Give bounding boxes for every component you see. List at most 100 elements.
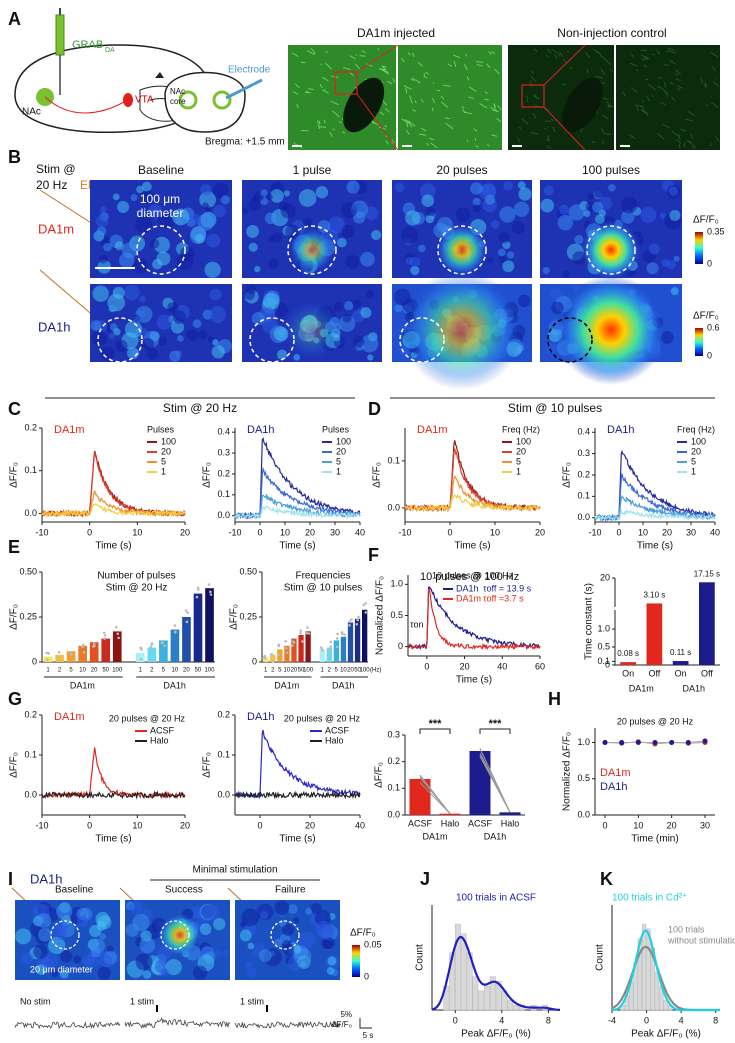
plot-title: 10 pulses @ 100 Hz <box>420 571 519 583</box>
heat-speckle <box>305 907 313 915</box>
zoom-box <box>334 71 358 95</box>
colorbar <box>352 945 360 977</box>
roi <box>287 225 337 275</box>
fiber <box>379 67 382 70</box>
heat-response <box>158 913 202 957</box>
fiber <box>379 111 385 116</box>
fiber <box>463 111 473 115</box>
fiber <box>685 118 693 122</box>
heat-speckle <box>497 248 506 257</box>
fiber <box>651 94 654 97</box>
zoom-box <box>521 84 545 108</box>
heat-speckle <box>133 316 141 324</box>
dot <box>306 626 309 629</box>
fiber <box>405 121 409 128</box>
colorbar-tick: 0 <box>707 350 712 360</box>
heat-speckle <box>490 220 500 229</box>
dot <box>320 648 324 652</box>
fiber <box>680 128 687 132</box>
fiber <box>657 132 665 140</box>
heat-speckle <box>190 906 203 919</box>
fiber <box>600 68 606 75</box>
legend-label: 1 <box>336 466 341 476</box>
heat-speckle <box>513 201 530 217</box>
nac-label: NAc <box>22 107 41 118</box>
heat-speckle <box>209 288 222 301</box>
heat-speckle <box>410 265 420 276</box>
x-tick-label: 5 <box>69 668 73 674</box>
fiber <box>476 64 483 67</box>
x-tick-label: 10 <box>633 820 643 830</box>
dot <box>348 620 352 623</box>
tau-label: τoff = 13.9 s <box>483 583 532 593</box>
heat-speckle <box>156 314 173 330</box>
fiber <box>657 85 663 89</box>
heat-speckle <box>550 288 562 300</box>
y-axis-label: ΔF/F₀ <box>374 762 385 788</box>
plot-title: 100 trials <box>668 924 705 934</box>
colorbar <box>695 232 703 264</box>
heat-speckle <box>425 206 436 217</box>
x-tick-label: 30 <box>330 527 340 537</box>
bar <box>170 629 180 662</box>
fiber <box>690 133 694 139</box>
fiber <box>305 90 309 93</box>
bar <box>347 622 354 662</box>
y-axis-label: Count <box>595 944 606 971</box>
column-title: 1 pulse <box>293 163 332 177</box>
fiber <box>475 145 480 148</box>
dot <box>104 634 107 637</box>
heat-speckle <box>298 931 315 949</box>
heat-speckle <box>371 229 382 241</box>
plot-title: DA1h <box>247 424 275 436</box>
vta-label: VTA <box>135 95 154 106</box>
panel-label: F <box>368 545 379 565</box>
heat-speckle <box>213 204 226 218</box>
dot <box>336 632 339 636</box>
micrograph <box>398 45 502 150</box>
fiber <box>491 109 498 113</box>
ventricle <box>561 77 603 133</box>
dot <box>350 618 353 621</box>
fiber <box>452 54 461 59</box>
dot <box>305 631 309 635</box>
bar <box>159 640 168 662</box>
heat-speckle <box>90 320 102 331</box>
heat-speckle <box>246 284 257 295</box>
y-tick-label: 20 <box>600 572 610 582</box>
fiber <box>635 104 643 108</box>
x-tick-label: 100 <box>204 668 215 674</box>
dot <box>348 624 351 627</box>
fiber <box>473 128 478 132</box>
fiber <box>692 146 697 149</box>
legend-label: 1 <box>161 466 166 476</box>
legend-label: DA1m <box>456 593 481 603</box>
bar <box>340 636 347 662</box>
y-tick-label: 0.50 <box>239 566 257 576</box>
point <box>619 740 625 745</box>
dot <box>307 632 311 635</box>
legend-label: 100 <box>336 436 351 446</box>
heat-speckle <box>211 345 225 359</box>
heat-speckle <box>202 202 209 210</box>
fiber <box>530 70 534 75</box>
fiber <box>543 127 547 130</box>
y-tick-label: 0.1 <box>24 749 37 759</box>
dot <box>173 630 177 634</box>
heat-speckle <box>194 233 205 244</box>
fiber <box>486 63 491 69</box>
legend-label: 100 <box>516 436 531 446</box>
heat-speckle <box>112 193 120 201</box>
fiber <box>444 117 451 120</box>
heat-speckle <box>103 242 112 252</box>
x-tick-label: 40 <box>497 661 507 671</box>
fiber <box>558 51 564 57</box>
legend-label: 5 <box>691 456 696 466</box>
bar <box>182 617 191 662</box>
fiber <box>430 142 438 149</box>
x-tick-label: 20 <box>305 527 315 537</box>
fiber <box>386 80 393 85</box>
fiber <box>349 55 356 60</box>
y-axis-label: ΔF/F₀ <box>9 604 20 630</box>
legend-label: 20 <box>691 446 701 456</box>
